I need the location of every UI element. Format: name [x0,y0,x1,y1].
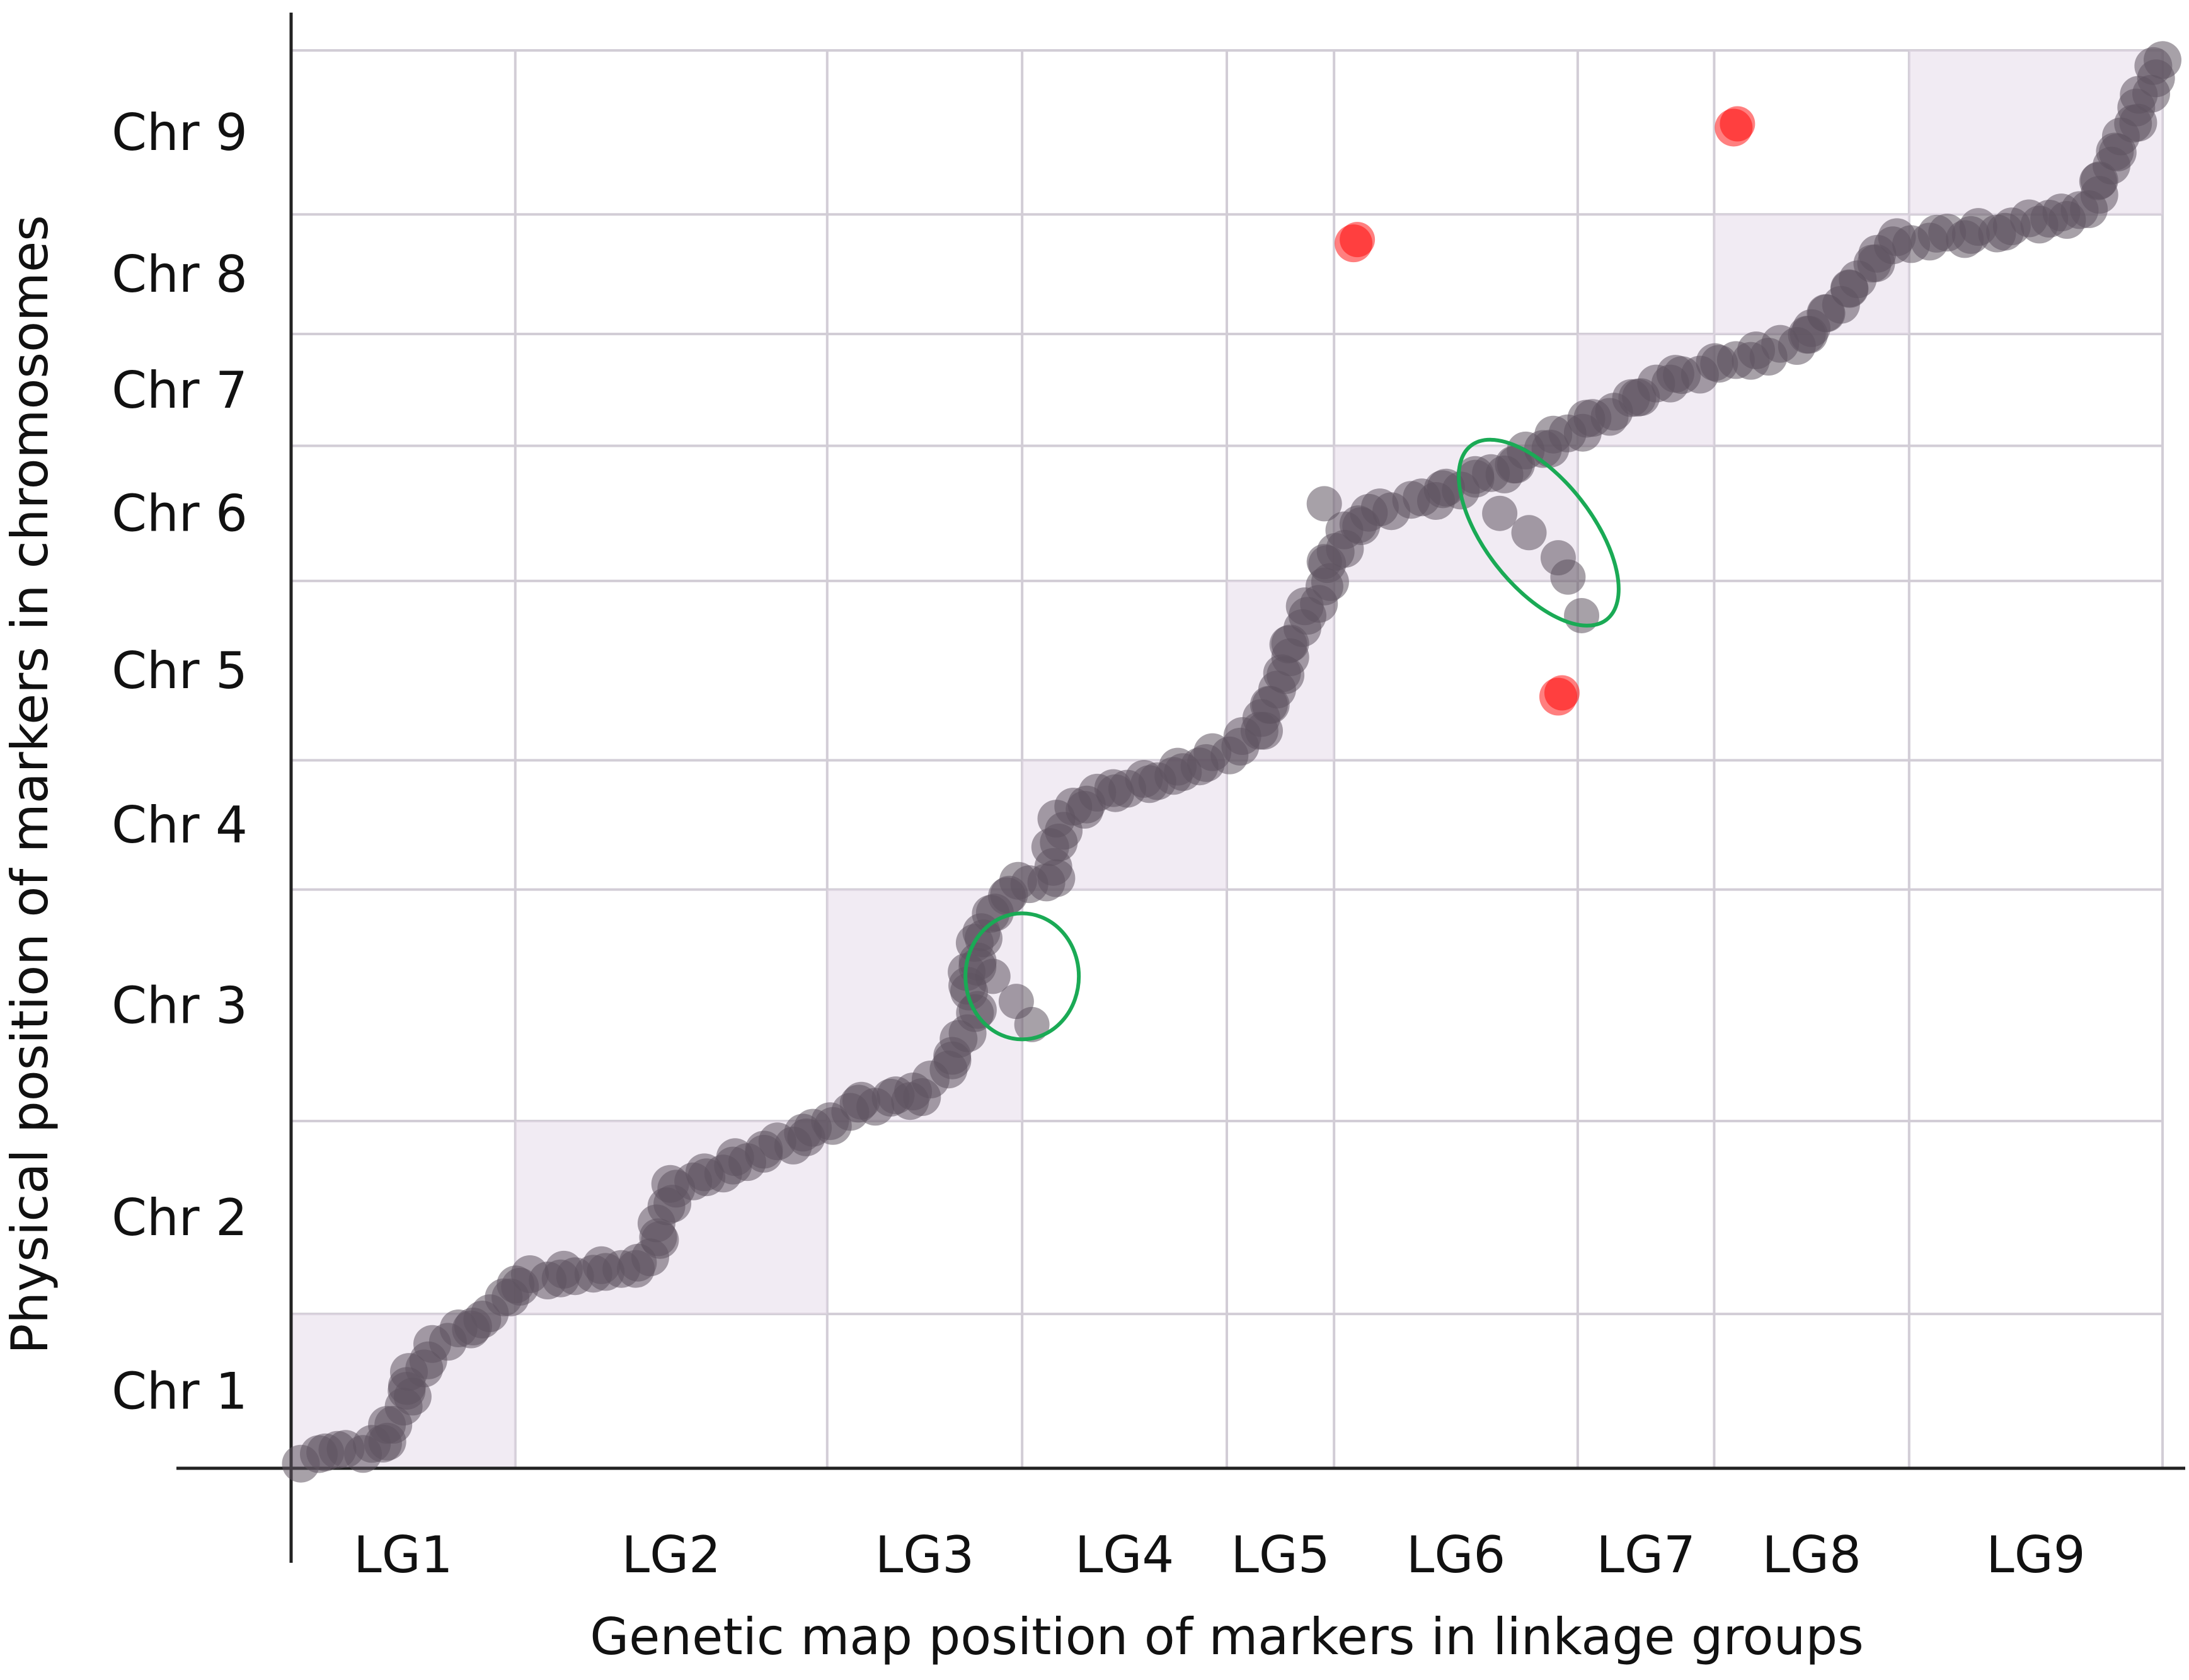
x-tick-label: LG9 [1986,1526,2085,1584]
marker-point [1564,597,1600,633]
y-tick-label: Chr 3 [112,976,248,1035]
x-tick-label: LG4 [1075,1526,1174,1584]
marker-point [1550,559,1586,595]
highlight-ellipse [963,911,1081,1042]
y-tick-label: Chr 5 [112,642,248,700]
x-tick-label: LG8 [1762,1526,1861,1584]
marker-point [1306,544,1342,580]
x-axis-title: Genetic map position of markers in linka… [590,1608,1864,1666]
highlight-ellipse [1457,437,1621,628]
marker-point [975,958,1011,994]
axis-layer [176,13,2185,1563]
y-tick-label: Chr 8 [112,245,248,304]
y-tick-label: Chr 2 [112,1188,248,1247]
y-tick-label: Chr 9 [112,103,248,162]
ellipse-layer [963,437,1621,1042]
y-tick-label: Chr 1 [112,1362,248,1421]
x-tick-label: LG3 [875,1526,974,1584]
marker-point [2144,41,2181,79]
x-tick-label: LG7 [1596,1526,1695,1584]
x-tick-label: LG1 [353,1526,452,1584]
outlier-point [1544,675,1580,711]
marker-point [1014,1006,1050,1042]
x-tick-label: LG2 [622,1526,721,1584]
x-tick-label: LG6 [1406,1526,1505,1584]
marker-point [1511,515,1547,551]
label-layer: LG1 LG2 LG3 LG4 LG5 LG6 LG7 LG8 LG9 Chr 1 Chr 2 Chr… [1,103,2086,1666]
x-tick-label: LG5 [1231,1526,1330,1584]
y-tick-label: Chr 6 [112,485,248,543]
outlier-point [1720,106,1755,142]
point-layer [282,41,2181,1483]
y-tick-label: Chr 4 [112,796,248,854]
marker-point [1306,486,1342,522]
y-tick-label: Chr 7 [112,361,248,420]
marker-point [1482,495,1518,531]
outlier-point [1340,222,1376,258]
y-axis-title: Physical position of markers in chromoso… [1,215,59,1354]
